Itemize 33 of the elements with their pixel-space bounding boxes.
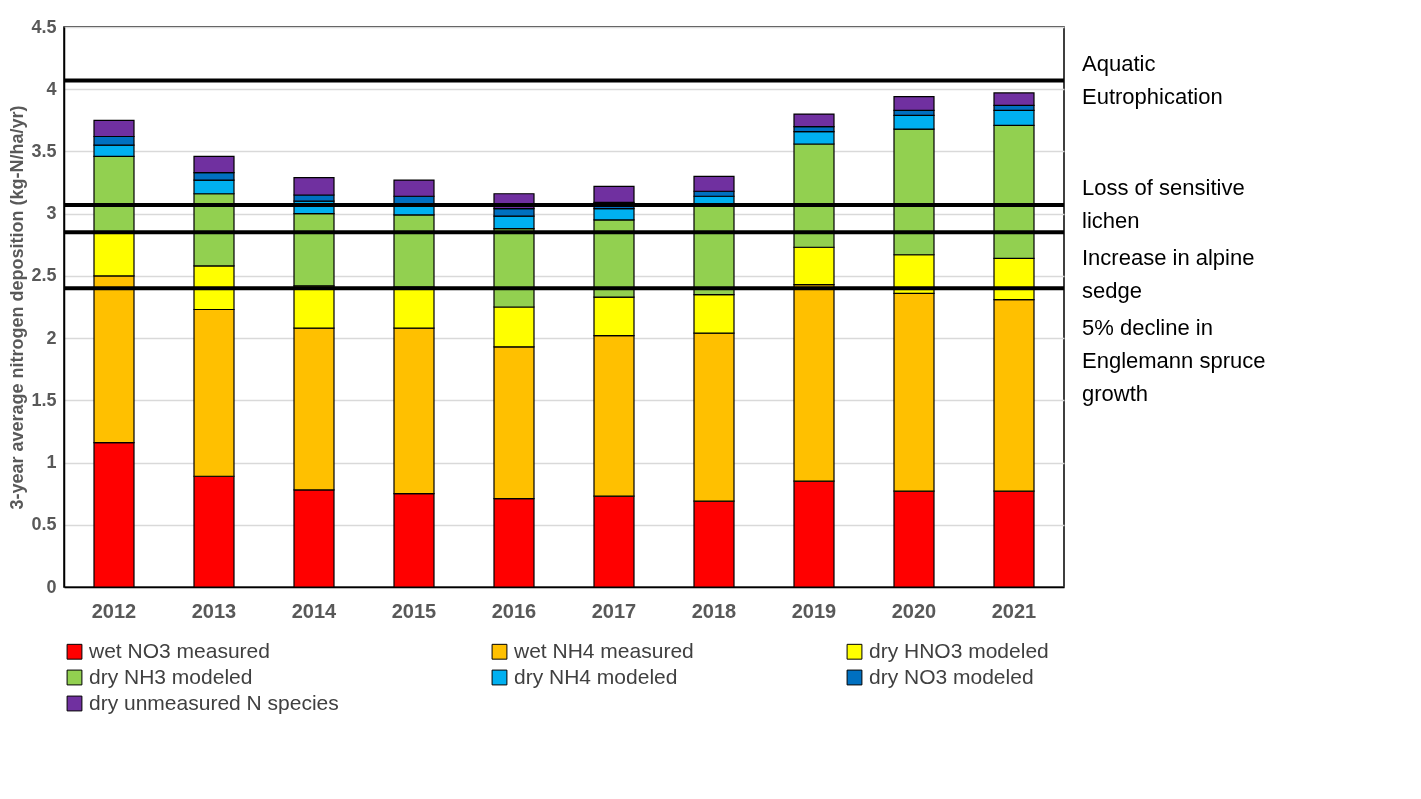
ref-line-label: Aquatic Eutrophication bbox=[1082, 50, 1223, 109]
legend-label: dry HNO3 modeled bbox=[869, 638, 1049, 662]
y-tick-label: 1 bbox=[46, 452, 57, 473]
ref-line-label: 5% decline in Englemann spruce growth bbox=[1082, 314, 1266, 406]
legend-label: dry NH3 modeled bbox=[89, 664, 253, 688]
y-tick-label: 4.5 bbox=[31, 16, 57, 37]
ref-line-label: Increase in alpine sedge bbox=[1082, 244, 1255, 303]
y-tick-label: 2.5 bbox=[31, 265, 57, 286]
y-tick-label: 3.5 bbox=[31, 140, 57, 161]
bar bbox=[793, 113, 835, 128]
y-axis-title: 3-year average nitrogen deposition (kg-N/ha/yr) bbox=[7, 105, 28, 510]
y-tick-label: 3 bbox=[46, 203, 57, 224]
x-tick-label: 2016 bbox=[491, 599, 537, 622]
y-tick-label: 2 bbox=[46, 327, 57, 348]
legend-label: dry NO3 modeled bbox=[869, 664, 1034, 688]
x-tick-label: 2020 bbox=[891, 599, 937, 622]
x-tick-label: 2013 bbox=[191, 599, 237, 622]
x-tick-label: 2015 bbox=[391, 599, 437, 622]
x-tick-label: 2019 bbox=[791, 599, 837, 622]
legend-label: dry NH4 modeled bbox=[514, 664, 678, 688]
legend-label: wet NH4 measured bbox=[513, 638, 694, 662]
x-tick-label: 2014 bbox=[291, 599, 338, 622]
y-tick-label: 0 bbox=[46, 576, 57, 597]
x-tick-label: 2012 bbox=[91, 599, 137, 622]
y-tick-label: 1.5 bbox=[31, 389, 57, 410]
y-tick-label: 0.5 bbox=[31, 514, 57, 535]
y-tick-label: 4 bbox=[46, 78, 57, 99]
legend-label: dry unmeasured N species bbox=[89, 690, 339, 714]
ref-line-label: Loss of sensitive lichen bbox=[1082, 174, 1245, 233]
x-tick-label: 2021 bbox=[991, 599, 1037, 622]
x-tick-label: 2018 bbox=[691, 599, 737, 622]
legend-label: wet NO3 measured bbox=[88, 638, 270, 662]
x-tick-label: 2017 bbox=[591, 599, 637, 622]
